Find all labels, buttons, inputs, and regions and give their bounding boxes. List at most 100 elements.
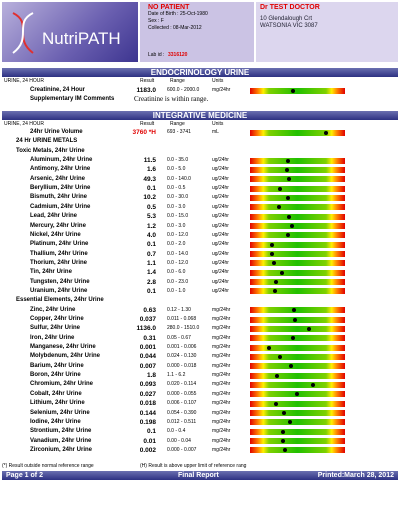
test-result: 0.1 [146, 287, 156, 295]
test-range: 0.000 - 0.018 [167, 362, 197, 369]
result-dot [267, 345, 271, 350]
test-range: 693 - 3741 [167, 129, 191, 135]
test-name: Platinum, 24hr Urine [30, 241, 89, 248]
test-units: mg/24hr [212, 381, 231, 388]
test-name: Copper, 24hr Urine [30, 316, 84, 322]
result-dot [281, 429, 286, 434]
test-result: 0.63 [143, 306, 156, 314]
test-result: 0.018 [139, 400, 156, 408]
range-bar [250, 428, 345, 435]
test-name: Mercury, 24hr Urine [30, 222, 86, 229]
test-units: ug/24hr [212, 231, 229, 238]
test-units: ug/24hr [212, 259, 229, 266]
test-units: ug/24hr [212, 175, 229, 182]
test-name: Tungsten, 24hr Urine [30, 278, 90, 285]
range-bar [250, 213, 345, 220]
range-bar [250, 176, 345, 183]
test-range: 0.024 - 0.130 [167, 353, 197, 360]
test-range: 0.12 - 1.30 [167, 306, 191, 313]
test-name: Thallium, 24hr Urine [30, 250, 88, 257]
test-name: Molybdenum, 24hr Urine [30, 353, 101, 360]
result-dot [294, 392, 299, 397]
test-result: 1183.0 [136, 87, 156, 94]
test-range: 0.0 - 1.0 [167, 287, 186, 294]
test-units: mg/24hr [212, 418, 231, 425]
test-result: 10.2 [143, 194, 156, 202]
group-heading: 24 Hr URINE METALS [16, 138, 78, 145]
test-name: Selenium, 24hr Urine [30, 409, 90, 416]
range-bar [250, 223, 345, 229]
range-bar [250, 335, 345, 342]
range-bar [250, 372, 345, 379]
test-result: 0.1 [146, 241, 156, 249]
test-range: 0.020 - 0.114 [167, 381, 197, 388]
test-name: Uranium, 24hr Urine [30, 287, 88, 294]
test-name: Arsenic, 24hr Urine [30, 175, 86, 182]
test-name: Chromium, 24hr Urine [30, 381, 94, 388]
test-result: 0.1 [146, 185, 156, 193]
test-name: Beryllium, 24hr Urine [30, 185, 91, 192]
test-name: Tin, 24hr Urine [30, 269, 72, 276]
test-range: 0.0 - 5.0 [167, 166, 186, 173]
address-line: WATSONIA VIC 3087 [260, 23, 318, 29]
test-name: Creatinine, 24 Hour [30, 87, 86, 93]
test-units: ug/24hr [212, 213, 229, 220]
section-band: INTEGRATIVE MEDICINE [2, 111, 398, 120]
result-dot [293, 317, 297, 322]
test-result: 0.037 [139, 316, 156, 323]
result-dot [311, 382, 316, 387]
test-units: mg/24hr [212, 87, 231, 93]
range-bar [250, 438, 345, 445]
result-dot [274, 373, 279, 378]
test-range: 0.0 - 12.0 [167, 259, 189, 266]
doctor: Dr TEST DOCTOR [260, 4, 320, 11]
doctor-box [256, 2, 398, 62]
test-name: Sulfur, 24hr Urine [30, 325, 81, 332]
test-name: Strontium, 24hr Urine [30, 428, 92, 435]
logo-box: NutriPATH [2, 2, 138, 62]
test-units: mg/24hr [212, 306, 231, 313]
result-dot [281, 439, 286, 444]
test-range: 0.0 - 35.0 [167, 157, 189, 164]
test-name: Vanadium, 24hr Urine [30, 437, 92, 444]
range-bar [250, 157, 345, 164]
range-bar [250, 353, 345, 360]
column-header: URINE, 24 HOUR [4, 78, 45, 84]
result-dot [269, 252, 274, 257]
patient-name: NO PATIENT [148, 4, 190, 11]
logo-text: NutriPATH [42, 29, 121, 48]
test-units: ug/24hr [212, 166, 229, 173]
result-dot [324, 130, 329, 135]
result-dot [288, 420, 293, 425]
column-header: Result [140, 78, 155, 84]
test-name: Cadmium, 24hr Urine [30, 203, 91, 210]
test-range: 0.0 - 30.0 [167, 194, 189, 201]
test-units: mg/24hr [212, 428, 231, 435]
result-dot [283, 448, 288, 453]
comment-text: Creatinine is within range. [134, 95, 209, 103]
test-name: Nickel, 24hr Urine [30, 231, 81, 238]
test-result: 0.198 [139, 418, 156, 426]
result-dot [273, 280, 278, 285]
range-bar [250, 194, 345, 201]
group-heading: Essential Elements, 24hr Urine [16, 297, 104, 304]
test-result: 2.8 [146, 278, 156, 286]
test-units: ug/24hr [212, 157, 229, 164]
footer-band [2, 471, 398, 480]
section-band: ENDOCRINOLOGY URINE [2, 68, 398, 77]
result-dot [285, 158, 290, 163]
test-units: mg/24hr [212, 316, 231, 322]
result-dot [289, 224, 294, 228]
result-dot [278, 186, 283, 191]
test-name: Bismuth, 24hr Urine [30, 194, 88, 201]
test-result: 1.2 [146, 222, 156, 230]
test-units: ug/24hr [212, 194, 229, 201]
test-units: mg/24hr [212, 446, 231, 453]
test-name: Manganese, 24hr Urine [30, 344, 96, 351]
test-range: 600.0 - 2000.0 [167, 87, 200, 93]
test-result: 1136.0 [136, 325, 156, 333]
test-units: ug/24hr [212, 241, 229, 248]
test-units: ug/24hr [212, 222, 229, 229]
range-bar [250, 232, 345, 239]
test-range: 0.001 - 0.006 [167, 344, 197, 351]
